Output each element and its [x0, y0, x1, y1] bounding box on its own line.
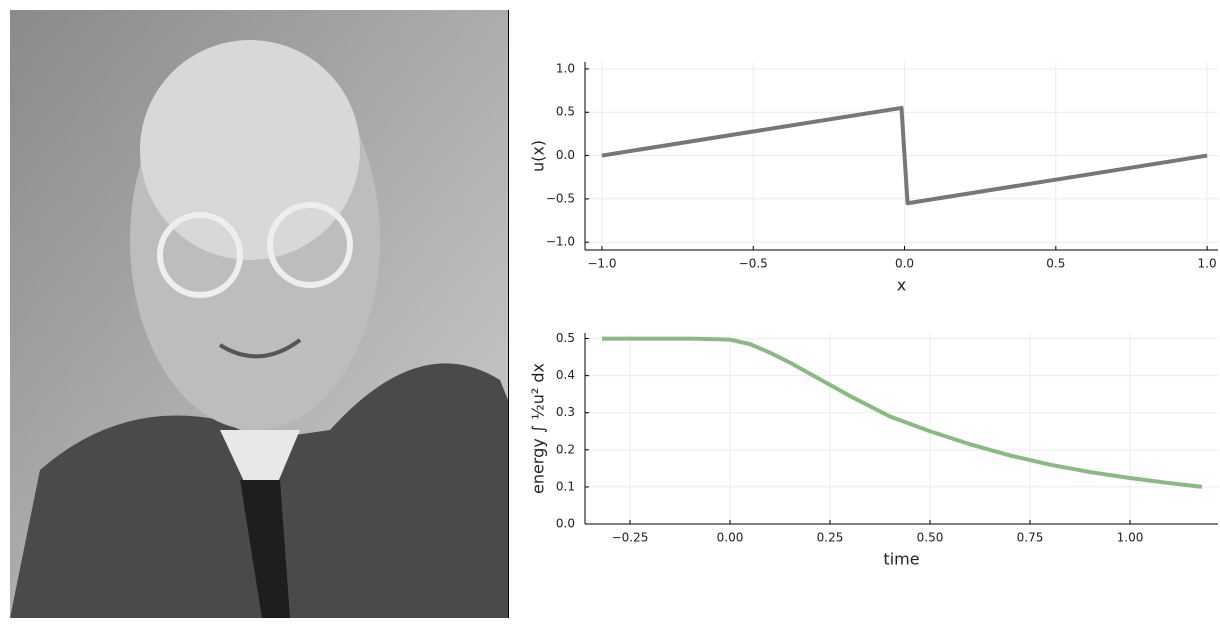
y-tick-label: 0.4 — [556, 368, 575, 382]
x-tick-label: 1.0 — [1198, 257, 1217, 271]
x-axis-label: x — [897, 276, 906, 295]
x-tick-label: 0.50 — [917, 531, 944, 545]
y-tick-label: 0.5 — [556, 331, 575, 345]
y-tick-label: −0.5 — [546, 191, 575, 205]
y-tick-label: 0.2 — [556, 442, 575, 456]
x-axis-label: time — [883, 550, 919, 569]
x-tick-label: −1.0 — [587, 257, 616, 271]
y-tick-label: 0.1 — [556, 479, 575, 493]
x-tick-label: 0.0 — [895, 257, 914, 271]
y-tick-label: 0.0 — [556, 148, 575, 162]
x-tick-label: 0.75 — [1017, 531, 1044, 545]
x-tick-label: 0.25 — [817, 531, 844, 545]
y-tick-label: −1.0 — [546, 235, 575, 249]
x-tick-label: −0.5 — [739, 257, 768, 271]
y-axis-label: energy ∫ ½u² dx — [529, 363, 548, 494]
x-tick-label: 0.00 — [717, 531, 744, 545]
data-line — [601, 105, 1208, 206]
portrait-photo — [10, 10, 508, 618]
y-axis-label: u(x) — [529, 140, 548, 172]
y-tick-label: 1.0 — [556, 61, 575, 75]
y-tick-label: 0.0 — [556, 517, 575, 531]
y-tick-label: 0.3 — [556, 405, 575, 419]
x-tick-label: 0.5 — [1046, 257, 1065, 271]
x-tick-label: 1.00 — [1117, 531, 1144, 545]
data-line — [602, 336, 1203, 489]
y-tick-label: 0.5 — [556, 105, 575, 119]
x-tick-label: −0.25 — [612, 531, 649, 545]
